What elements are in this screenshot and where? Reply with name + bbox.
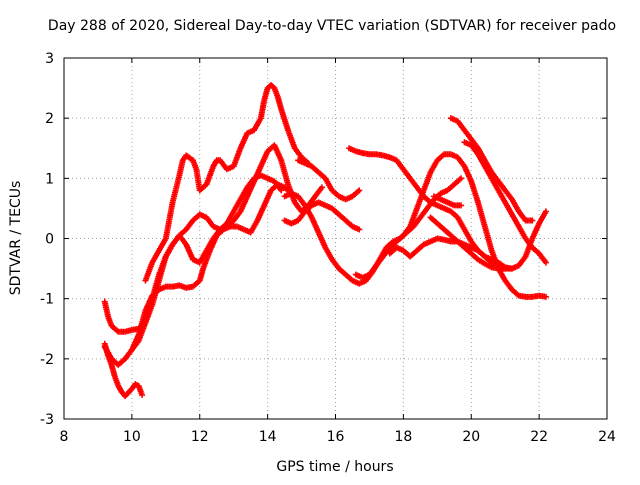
series-track-15	[427, 214, 509, 272]
series-track-2	[101, 340, 146, 400]
series-track-6	[281, 199, 363, 233]
data-point	[278, 187, 285, 194]
data-point	[529, 217, 536, 224]
series-track-5	[128, 142, 325, 353]
x-tick-label: 8	[60, 429, 69, 445]
x-tick-label: 14	[259, 429, 277, 445]
series-track-7	[295, 157, 363, 203]
x-tick-label: 12	[191, 429, 209, 445]
x-axis-label: GPS time / hours	[276, 459, 393, 475]
y-axis-label: SDTVAR / TECUs	[8, 181, 24, 296]
y-tick-label: 2	[45, 111, 54, 127]
x-tick-label: 20	[462, 429, 480, 445]
y-tick-label: 3	[45, 51, 54, 67]
data-point	[356, 187, 363, 194]
data-point	[458, 175, 465, 182]
x-tick-label: 16	[327, 429, 345, 445]
data-point	[542, 208, 549, 215]
data-point	[508, 265, 515, 272]
data-layer	[101, 82, 549, 400]
y-tick-label: -2	[40, 352, 54, 368]
x-tick-label: 10	[123, 429, 141, 445]
data-point	[502, 265, 509, 272]
series-track-10	[352, 151, 549, 300]
series-track-14	[430, 193, 465, 209]
data-point	[356, 226, 363, 233]
series-track-4	[142, 82, 312, 284]
y-tick-label: 0	[45, 232, 54, 248]
y-tick-label: 1	[45, 171, 54, 187]
series-track-13	[461, 139, 549, 266]
data-point	[318, 184, 325, 191]
chart-title: Day 288 of 2020, Sidereal Day-to-day VTE…	[48, 18, 616, 34]
y-tick-label: -1	[40, 292, 54, 308]
y-tick-label: -3	[40, 412, 54, 428]
data-point	[542, 293, 549, 300]
x-tick-label: 22	[530, 429, 548, 445]
x-tick-label: 18	[394, 429, 412, 445]
data-point	[542, 259, 549, 266]
x-tick-label: 24	[598, 429, 616, 445]
data-point	[139, 391, 146, 398]
data-point	[458, 202, 465, 209]
